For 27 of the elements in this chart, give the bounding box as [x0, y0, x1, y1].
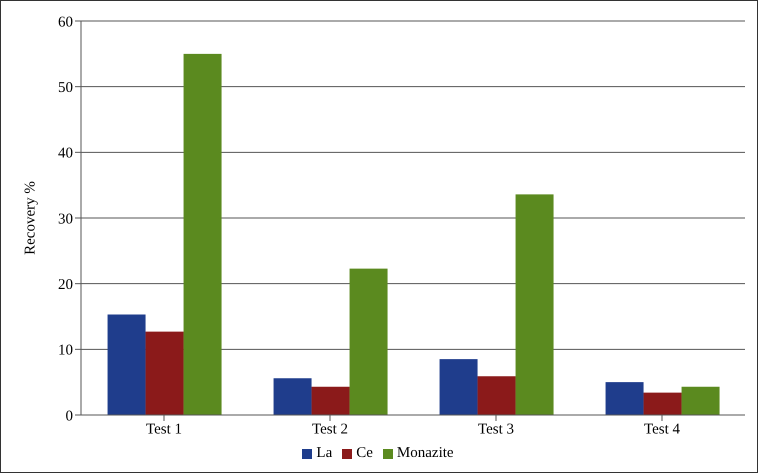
bar	[274, 378, 312, 415]
y-tick-label: 50	[58, 80, 73, 96]
x-tick-label: Test 1	[146, 422, 182, 438]
x-tick-label: Test 2	[312, 422, 348, 438]
y-axis-title: Recovery %	[22, 181, 38, 255]
bar	[682, 386, 720, 415]
bar	[516, 194, 554, 415]
bar	[606, 382, 644, 415]
bar	[108, 314, 146, 415]
x-tick-label: Test 4	[644, 422, 681, 438]
bar	[350, 268, 388, 415]
y-tick-label: 60	[58, 14, 73, 30]
y-tick-label: 20	[58, 276, 73, 293]
legend-label: Ce	[356, 445, 373, 461]
legend-label: Monazite	[396, 445, 454, 461]
legend-label: La	[316, 445, 332, 461]
x-tick-label: Test 3	[478, 422, 514, 438]
y-tick-label: 0	[66, 408, 73, 424]
y-tick-label: 10	[58, 342, 73, 359]
bar	[644, 392, 682, 415]
y-tick-label: 30	[58, 211, 73, 228]
bar	[440, 359, 478, 415]
bar	[184, 54, 222, 415]
bar	[146, 332, 184, 415]
bar	[312, 386, 350, 415]
bar	[478, 376, 516, 415]
y-tick-label: 40	[58, 146, 73, 162]
